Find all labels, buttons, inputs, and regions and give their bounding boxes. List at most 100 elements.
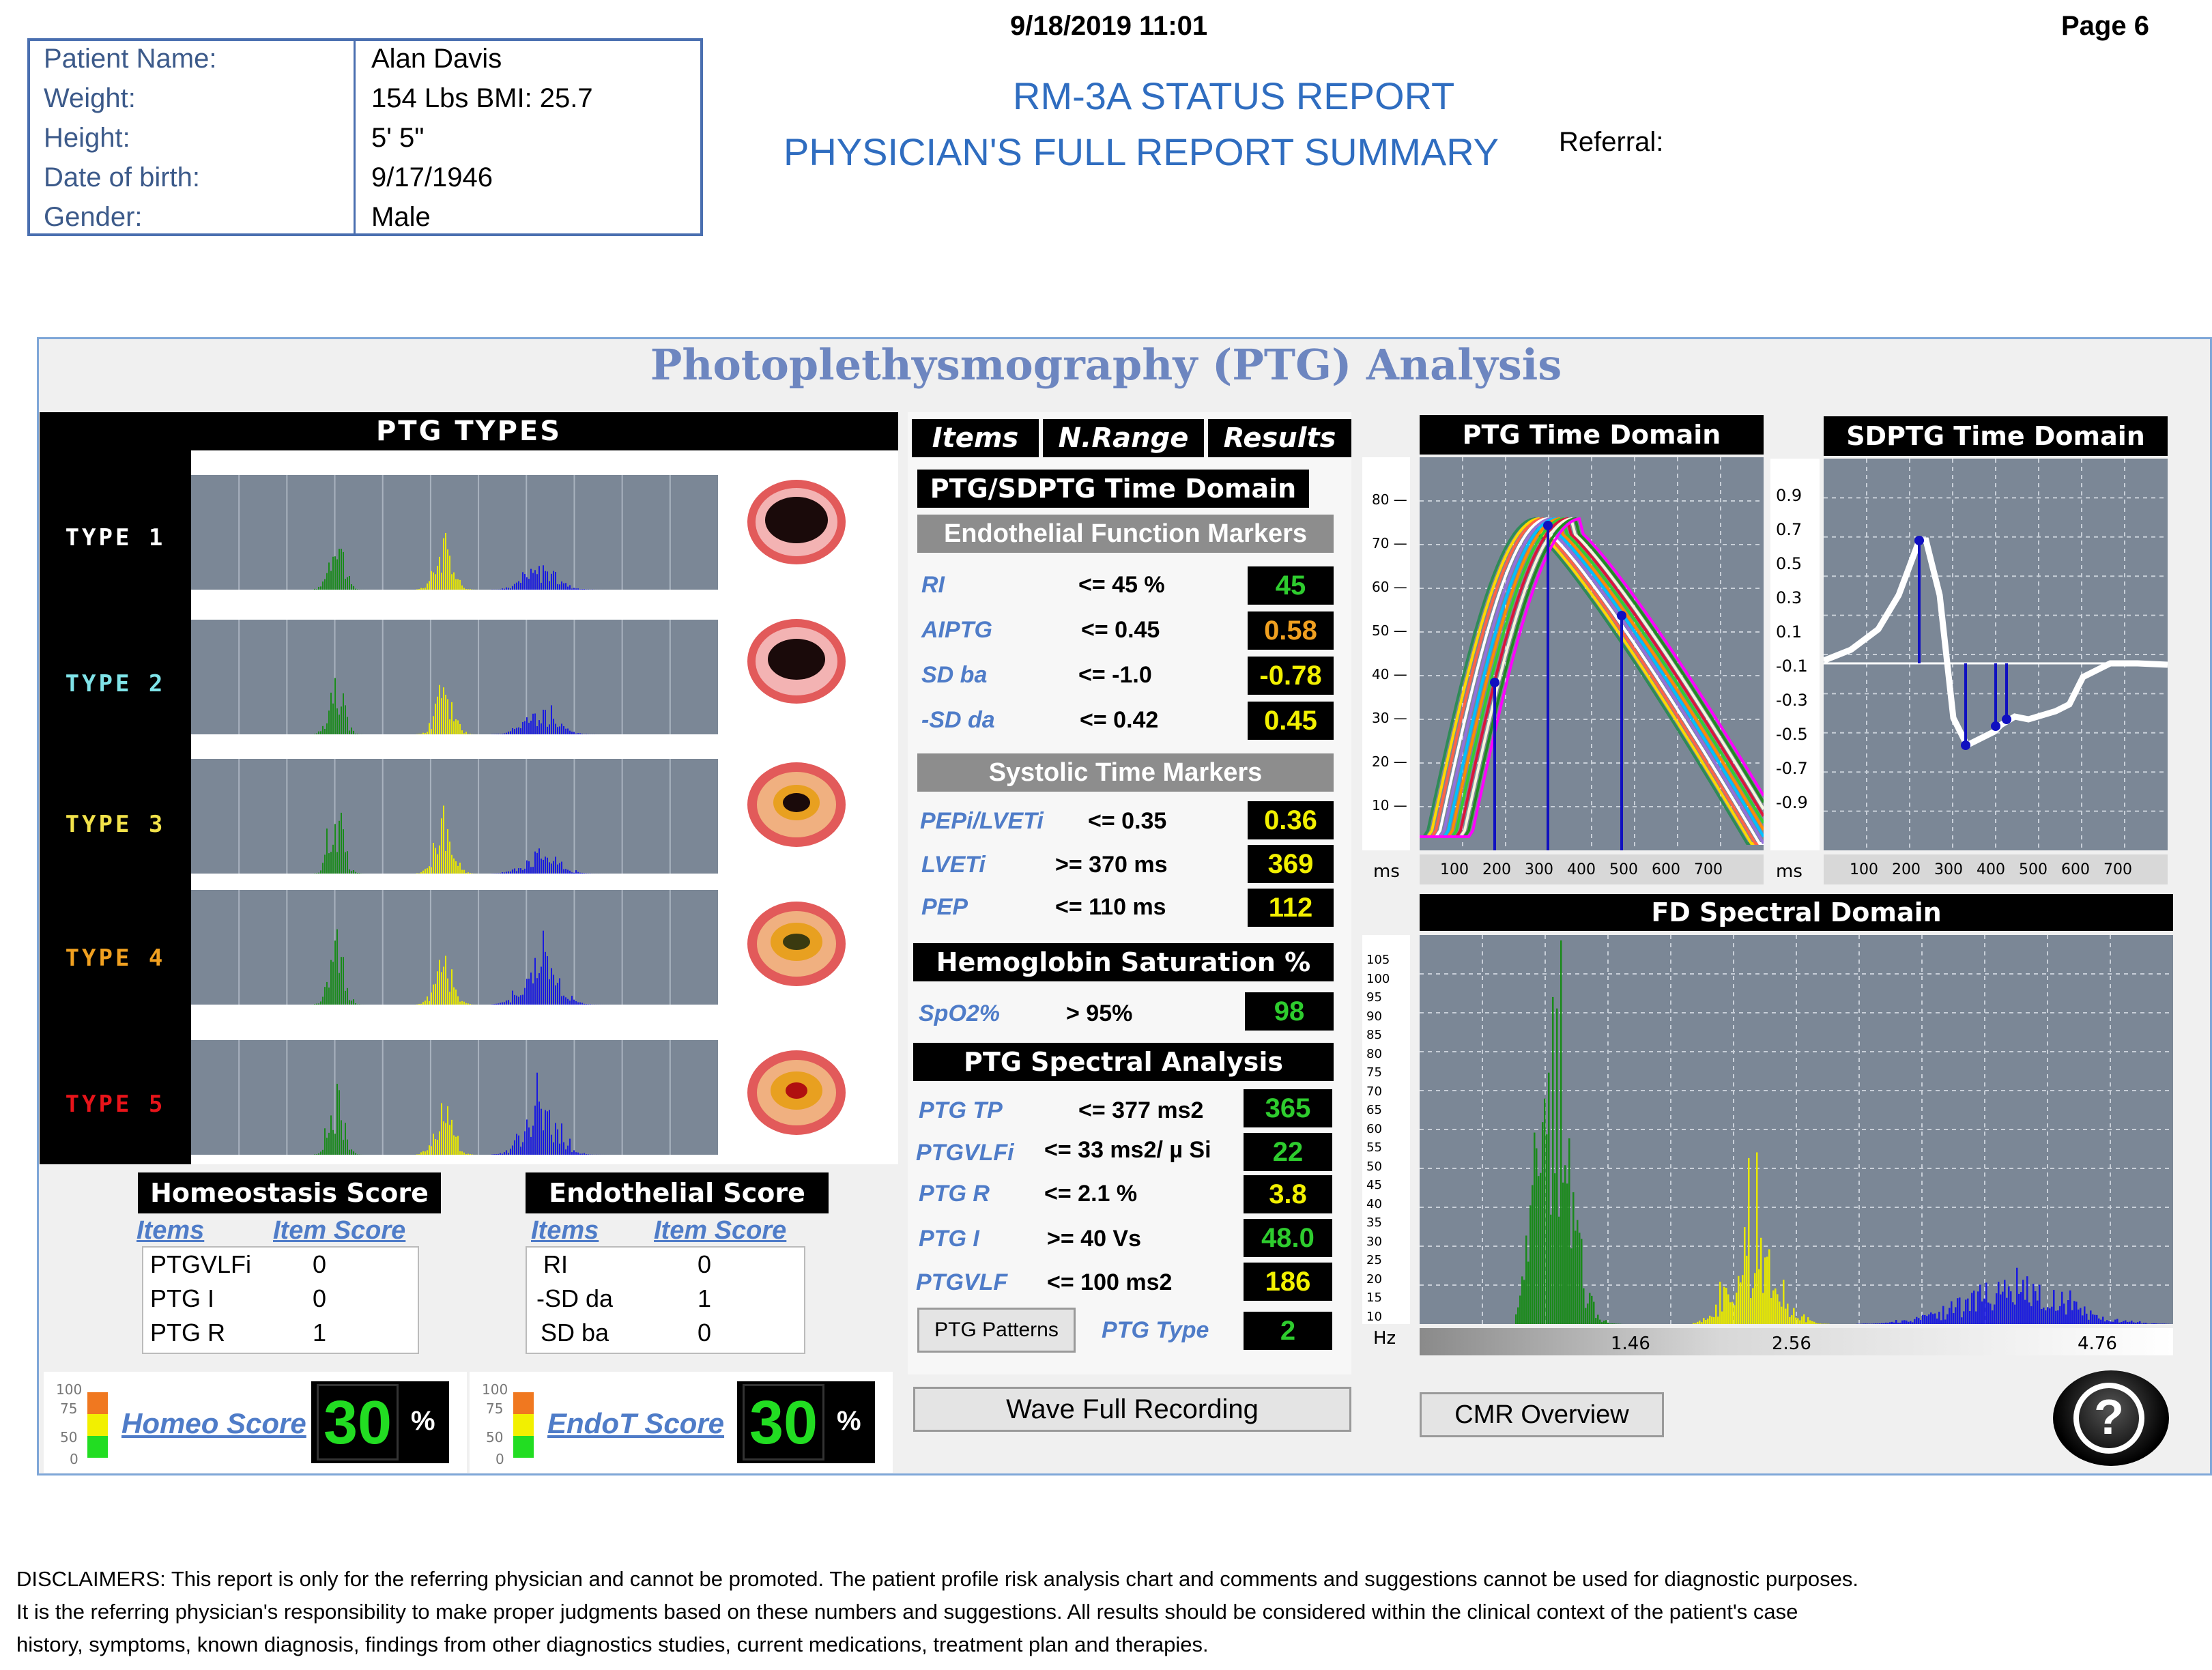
- spectrum-bar: [316, 589, 317, 590]
- spectrum-bar: [445, 694, 446, 734]
- ptg-waveform: [1420, 517, 1764, 838]
- ptg-patterns-button[interactable]: PTG Patterns: [917, 1308, 1076, 1353]
- spectrum-bar: [351, 1000, 352, 1005]
- ptg-x-tick: 200: [1482, 861, 1511, 878]
- row-item-lveti: LVETi: [921, 852, 986, 878]
- spectrum-bar: [345, 1123, 346, 1155]
- endo-score-link[interactable]: EndoT Score: [547, 1407, 725, 1439]
- spectrum-bar: [1570, 1248, 1572, 1324]
- spectrum-bar: [573, 872, 575, 874]
- wave-full-recording-button[interactable]: Wave Full Recording: [913, 1387, 1351, 1432]
- spectrum-bar: [516, 1134, 517, 1155]
- ptg-time-unit: ms: [1373, 861, 1400, 882]
- spectrum-bar: [1922, 1314, 1924, 1324]
- spectrum-bar: [425, 1000, 426, 1005]
- disclaimer-line-3: history, symptoms, known diagnosis, find…: [16, 1632, 1209, 1656]
- spectrum-bar: [584, 589, 585, 590]
- spectrum-bar: [1611, 1323, 1613, 1324]
- ptg-waveform: [1420, 517, 1764, 845]
- spectrum-bar: [451, 854, 453, 874]
- spectrum-bar: [541, 859, 542, 874]
- patient-row-gender: Gender: Male: [44, 202, 431, 232]
- spectrum-bar: [324, 579, 326, 590]
- spectrum-bar: [532, 713, 534, 734]
- spectrum-bar: [326, 829, 328, 874]
- spectrum-bar: [551, 705, 552, 734]
- spectrum-bar: [524, 988, 526, 1005]
- spectrum-bar: [435, 703, 436, 734]
- spectrum-bar: [425, 869, 426, 874]
- type-2-label: TYPE 2: [65, 670, 166, 697]
- report-subtitle: PHYSICIAN'S FULL REPORT SUMMARY: [784, 130, 1499, 173]
- spectrum-bar: [463, 869, 465, 874]
- spectrum-bar: [1801, 1316, 1803, 1324]
- spectrum-bar: [1901, 1320, 1904, 1324]
- spectrum-bar: [2121, 1321, 2123, 1324]
- row-result-ptgtp: 365: [1244, 1089, 1332, 1127]
- spectrum-bar: [1969, 1311, 1971, 1324]
- spectrum-bar: [2071, 1310, 2073, 1324]
- spectrum-bar: [1947, 1314, 1949, 1324]
- time-domain-section-title: PTG/SDPTG Time Domain: [917, 470, 1309, 508]
- fd-x-tick: 2.56: [1772, 1334, 1811, 1354]
- fd-y-tick: 60: [1366, 1121, 1382, 1136]
- spectrum-bar: [1766, 1256, 1768, 1324]
- ptg-waveform: [1420, 517, 1764, 845]
- row-item-ri: RI: [921, 572, 945, 598]
- sdptg-y-tick: 0.9: [1776, 486, 1802, 505]
- disclaimer-line-1: DISCLAIMERS: This report is only for the…: [16, 1567, 1859, 1591]
- spectrum-bar: [2161, 1323, 2164, 1324]
- spectrum-bar: [459, 1001, 461, 1005]
- spectrum-bar: [355, 872, 356, 874]
- spectrum-bar: [1873, 1323, 1875, 1324]
- spectrum-bar: [547, 857, 548, 874]
- spectrum-bar: [1924, 1315, 1926, 1324]
- spectrum-bar: [2102, 1316, 2104, 1324]
- spectrum-bar: [579, 872, 581, 874]
- spectrum-bar: [1595, 1318, 1597, 1324]
- spectrum-bar: [1701, 1322, 1703, 1324]
- spectrum-bar: [1895, 1320, 1897, 1324]
- spectrum-bar: [1906, 1320, 1908, 1324]
- list-item: PTG R: [150, 1319, 226, 1347]
- spectrum-bar: [1904, 1320, 1906, 1324]
- spectrum-bar: [573, 1150, 575, 1155]
- patient-row-name: Patient Name: Alan Davis: [44, 44, 502, 74]
- spectrum-bar: [1554, 1173, 1556, 1324]
- spectrum-bar: [320, 1001, 321, 1005]
- spectrum-bar: [453, 572, 455, 590]
- spectrum-bar: [2012, 1302, 2014, 1324]
- spectrum-bar: [461, 869, 463, 874]
- spectrum-bar: [465, 589, 467, 590]
- spectrum-bar: [534, 1106, 536, 1155]
- spectrum-bar: [420, 1003, 422, 1005]
- homeo-score-value: 30: [317, 1384, 399, 1460]
- spectrum-bar: [2114, 1319, 2116, 1324]
- spectrum-bar: [463, 1001, 465, 1005]
- homeo-score-link[interactable]: Homeo Score: [121, 1407, 306, 1439]
- row-result-pep: 112: [1248, 889, 1334, 927]
- spectrum-bar: [443, 538, 444, 590]
- sdptg-y-tick: -0.7: [1776, 759, 1808, 778]
- spectrum-bar: [2073, 1301, 2075, 1324]
- spectrum-bar: [2116, 1319, 2118, 1324]
- ptg-y-tick: 10 —: [1372, 797, 1407, 814]
- spectrum-bar: [502, 1002, 503, 1005]
- spectrum-bar: [514, 994, 515, 1005]
- spectrum-bar: [2010, 1291, 2012, 1324]
- spectrum-bar: [522, 721, 523, 734]
- spectrum-bar: [553, 719, 554, 734]
- spectrum-bar: [530, 568, 532, 590]
- spectrum-bar: [2059, 1306, 2061, 1324]
- disclaimer-line-2: It is the referring physician's responsi…: [16, 1600, 1798, 1624]
- spectrum-bar: [1752, 1288, 1754, 1324]
- systolic-section-title: Systolic Time Markers: [917, 753, 1334, 792]
- spectrum-bar: [559, 584, 560, 590]
- spectrum-bar: [1729, 1302, 1732, 1324]
- help-button[interactable]: ?: [2053, 1370, 2169, 1466]
- spectrum-bar: [1572, 1192, 1575, 1324]
- spectrum-bar: [347, 577, 348, 590]
- cmr-overview-button[interactable]: CMR Overview: [1420, 1392, 1664, 1437]
- spectrum-bar: [522, 994, 523, 1005]
- spectrum-bar: [2110, 1321, 2112, 1324]
